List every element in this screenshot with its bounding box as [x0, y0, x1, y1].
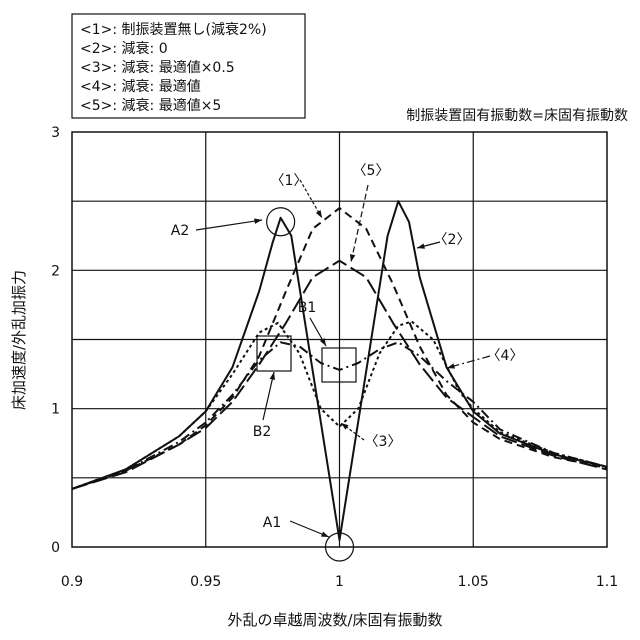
series-2-arrowhead	[417, 243, 425, 249]
series-1-callout: 〈1〉	[271, 173, 308, 189]
legend-entry-4: <4>: 減衰: 最適値	[80, 78, 201, 95]
x-tick-label: 1	[335, 574, 344, 590]
a1-arrowhead	[321, 531, 329, 537]
grid	[71, 131, 608, 548]
legend-entry-2: <2>: 減衰: 0	[80, 40, 168, 57]
x-tick-label: 1.05	[458, 574, 489, 590]
b1-arrowhead	[319, 338, 326, 346]
b2-label: B2	[253, 424, 272, 440]
legend-box	[71, 13, 306, 119]
series-1-arrowhead	[315, 210, 322, 218]
series-4-callout: 〈4〉	[487, 348, 524, 364]
b1-label: B1	[298, 300, 317, 316]
b1-box	[321, 347, 357, 383]
legend: <1>: 制振装置無し(減衰2%) <2>: 減衰: 0 <3>: 減衰: 最適…	[80, 21, 267, 114]
y-tick-label: 0	[51, 540, 60, 556]
annotations: A1 A2 B1 B2 〈1〉 〈5〉〈2〉〈3〉 〈4〉	[171, 163, 524, 562]
x-axis-label: 外乱の卓越周波数/床固有振動数	[227, 611, 442, 629]
series-line-4	[71, 341, 608, 490]
series-3-callout: 〈3〉	[365, 434, 402, 450]
series-4-arrowhead	[447, 363, 455, 369]
y-tick-label: 1	[51, 402, 60, 418]
series-line-5	[71, 259, 608, 490]
x-tick-label: 0.95	[190, 574, 221, 590]
b2-arrowhead	[269, 372, 275, 380]
a1-label: A1	[263, 515, 281, 531]
chart-title: 制振装置固有振動数=床固有振動数	[406, 108, 628, 124]
y-axis-label: 床加速度/外乱加振力	[10, 270, 28, 410]
y-tick-label: 3	[51, 125, 60, 141]
series-5-leader	[350, 184, 369, 263]
a2-leader	[195, 219, 263, 231]
series-line-3	[71, 320, 608, 490]
series-lines	[71, 200, 608, 542]
legend-entry-3: <3>: 減衰: 最適値×0.5	[80, 59, 235, 76]
series-line-1	[71, 207, 608, 490]
a2-circle	[266, 207, 296, 237]
legend-entry-5: <5>: 減衰: 最適値×5	[80, 97, 221, 114]
series-3-arrowhead	[341, 423, 349, 430]
a2-label: A2	[171, 223, 189, 239]
series-5-arrowhead	[349, 254, 356, 262]
series-2-callout: 〈2〉	[434, 232, 471, 248]
b2-box	[256, 335, 292, 372]
y-tick-label: 2	[51, 263, 60, 279]
series-5-callout: 〈5〉	[353, 163, 390, 179]
a1-circle	[324, 532, 355, 562]
x-tick-label: 1.1	[596, 574, 618, 590]
b2-leader	[262, 371, 275, 421]
legend-entry-1: <1>: 制振装置無し(減衰2%)	[80, 21, 267, 38]
x-tick-label: 0.9	[61, 574, 83, 590]
a2-arrowhead	[254, 218, 262, 224]
tick-labels: 0.9 0.95 1 1.05 1.1 0 1 2 3	[51, 125, 618, 590]
